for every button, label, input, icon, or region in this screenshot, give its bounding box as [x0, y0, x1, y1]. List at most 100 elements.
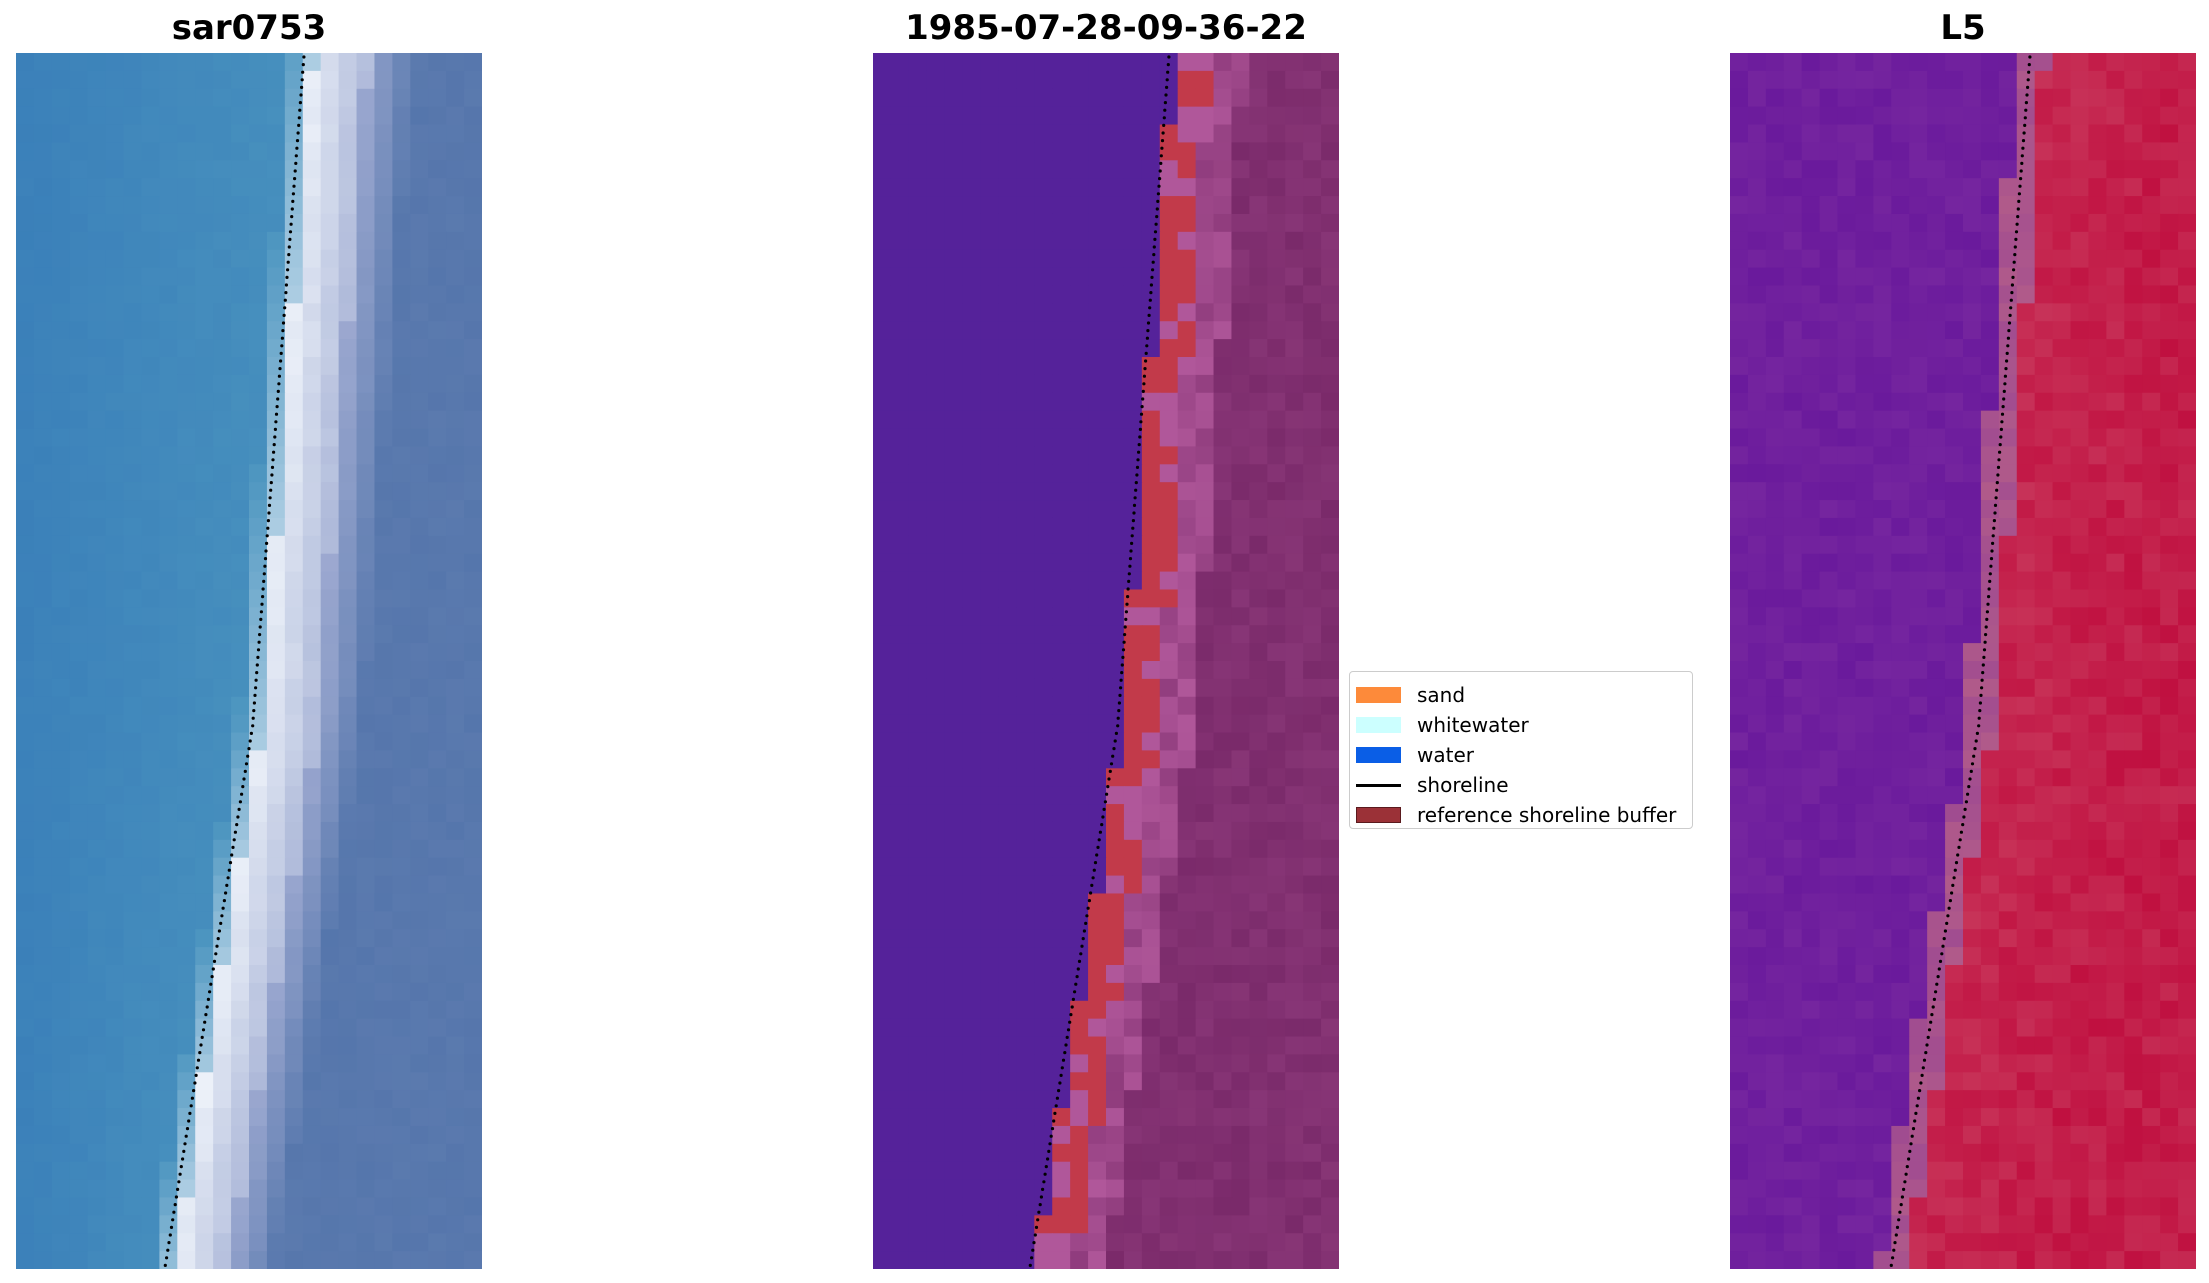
raster-cell — [1231, 196, 1250, 215]
raster-cell — [1783, 696, 1803, 716]
raster-cell — [908, 267, 928, 287]
shoreline-dot — [204, 1013, 208, 1017]
raster-cell — [392, 625, 411, 644]
raster-cell — [374, 1072, 393, 1091]
raster-cell — [284, 1179, 304, 1199]
raster-cell — [1909, 321, 1928, 340]
raster-cell — [1016, 357, 1035, 376]
raster-cell — [51, 1143, 71, 1163]
raster-cell — [302, 1143, 322, 1163]
shoreline-dot — [265, 541, 269, 545]
raster-cell — [1231, 696, 1250, 716]
raster-cell — [231, 643, 250, 662]
raster-cell — [1998, 535, 2018, 555]
raster-cell — [1016, 88, 1035, 108]
raster-cell — [51, 1072, 71, 1091]
raster-cell — [926, 1197, 946, 1216]
raster-cell — [302, 1233, 322, 1252]
raster-cell — [1783, 267, 1803, 287]
raster-cell — [2142, 696, 2161, 716]
raster-cell — [105, 321, 125, 340]
raster-cell — [410, 392, 429, 412]
raster-cell — [2106, 643, 2125, 662]
raster-cell — [213, 517, 232, 537]
shoreline-dot — [1121, 648, 1126, 652]
raster-cell — [1070, 142, 1089, 161]
raster-cell — [159, 1215, 178, 1234]
raster-cell — [231, 1072, 250, 1091]
raster-cell — [374, 428, 393, 448]
raster-cell — [320, 410, 340, 430]
raster-cell — [1249, 625, 1268, 644]
raster-cell — [2052, 750, 2072, 769]
raster-cell — [962, 714, 982, 734]
raster-cell — [1106, 607, 1125, 626]
raster-cell — [446, 1233, 465, 1252]
raster-cell — [926, 1233, 946, 1252]
raster-cell — [159, 625, 178, 644]
raster-cell — [873, 1072, 892, 1091]
raster-cell — [1034, 88, 1053, 108]
raster-cell — [410, 500, 429, 519]
raster-cell — [159, 446, 178, 465]
raster-cell — [1106, 321, 1125, 340]
raster-cell — [374, 1036, 393, 1056]
raster-cell — [998, 106, 1017, 126]
raster-cell — [1285, 804, 1304, 823]
raster-cell — [2052, 482, 2072, 501]
raster-cell — [908, 178, 928, 197]
raster-cell — [1891, 53, 1910, 72]
raster-cell — [249, 804, 268, 823]
raster-cell — [33, 786, 53, 805]
raster-cell — [374, 571, 393, 591]
raster-cell — [1249, 464, 1268, 483]
raster-cell — [1195, 482, 1215, 501]
raster-cell — [908, 821, 928, 841]
raster-cell — [1052, 339, 1071, 358]
raster-cell — [302, 678, 322, 698]
raster-cell — [284, 839, 304, 859]
raster-cell — [1052, 678, 1071, 698]
raster-cell — [2088, 321, 2107, 340]
raster-cell — [1730, 804, 1749, 823]
shoreline-dot — [1146, 321, 1151, 325]
raster-cell — [2034, 553, 2054, 573]
raster-cell — [1231, 1161, 1250, 1181]
raster-cell — [195, 303, 214, 322]
raster-cell — [1088, 893, 1107, 912]
raster-cell — [51, 607, 71, 626]
raster-cell — [1873, 804, 1892, 823]
raster-cell — [980, 1018, 1000, 1038]
raster-cell — [159, 392, 178, 412]
shoreline-dot — [1077, 959, 1082, 964]
raster-cell — [1285, 1054, 1304, 1073]
raster-cell — [1927, 661, 1946, 680]
raster-cell — [141, 965, 160, 984]
raster-cell — [1141, 70, 1161, 90]
raster-cell — [69, 303, 89, 322]
raster-cell — [980, 178, 1000, 197]
raster-cell — [356, 231, 376, 251]
raster-cell — [2160, 768, 2179, 787]
raster-cell — [873, 321, 892, 340]
raster-cell — [159, 982, 178, 1002]
raster-cell — [1730, 661, 1749, 680]
raster-cell — [1801, 339, 1821, 358]
raster-cell — [1159, 1018, 1179, 1038]
raster-cell — [213, 500, 232, 519]
shoreline-dot — [216, 937, 220, 941]
raster-cell — [213, 464, 232, 483]
raster-cell — [1819, 643, 1839, 662]
raster-cell — [338, 357, 358, 376]
raster-cell — [464, 1215, 482, 1234]
raster-cell — [249, 589, 268, 608]
raster-cell — [1765, 589, 1785, 608]
raster-cell — [1801, 285, 1821, 304]
raster-cell — [1980, 357, 2000, 376]
raster-cell — [1123, 821, 1143, 841]
raster-cell — [266, 1036, 286, 1056]
raster-cell — [1141, 178, 1161, 197]
raster-cell — [2034, 786, 2054, 805]
raster-cell — [1980, 428, 2000, 448]
raster-cell — [177, 392, 196, 412]
